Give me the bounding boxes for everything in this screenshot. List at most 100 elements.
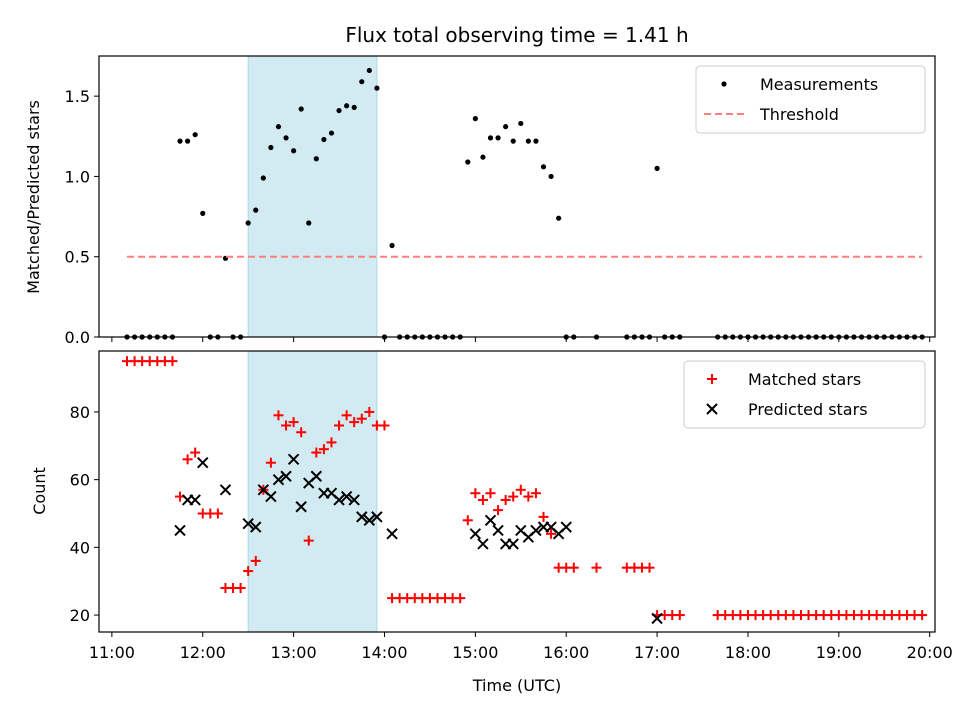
data-point — [268, 144, 274, 151]
data-point — [654, 165, 660, 171]
y-tick-label: 1.5 — [65, 87, 90, 106]
data-point — [341, 410, 352, 421]
data-point — [283, 135, 289, 141]
data-point — [500, 494, 511, 505]
data-point — [281, 420, 292, 431]
x-tick-label: 20:00 — [907, 643, 953, 662]
data-point — [351, 104, 357, 110]
data-point — [212, 508, 223, 519]
data-point — [296, 427, 307, 438]
legend-item: Matched stars — [707, 370, 861, 389]
y-tick-label: 1.0 — [65, 167, 90, 186]
data-point — [470, 488, 481, 499]
data-point — [242, 517, 254, 530]
data-point — [306, 220, 312, 226]
x-tick-label: 18:00 — [725, 643, 771, 662]
y-tick-label: 60 — [70, 471, 90, 490]
plot-frame — [98, 350, 936, 633]
series-matched-stars — [122, 356, 928, 621]
data-point — [374, 85, 380, 91]
data-point — [348, 494, 360, 506]
data-point — [455, 593, 466, 604]
data-point — [336, 107, 342, 114]
data-point — [462, 515, 473, 526]
y-tick-label: 0.5 — [65, 248, 90, 267]
data-point — [538, 511, 549, 522]
data-point — [503, 124, 509, 130]
data-point — [250, 555, 261, 566]
y-tick-label: 20 — [70, 606, 90, 625]
data-point — [280, 470, 292, 482]
data-point — [366, 67, 372, 74]
data-point — [184, 138, 191, 144]
x-axis-label: Time (UTC) — [472, 676, 561, 695]
data-point — [190, 447, 201, 458]
data-point — [548, 173, 554, 180]
data-point — [510, 138, 516, 144]
data-point — [591, 562, 602, 573]
data-point — [273, 410, 284, 421]
data-point — [651, 612, 663, 625]
data-point — [487, 135, 494, 141]
data-point — [523, 491, 534, 502]
data-point — [495, 135, 501, 141]
data-point — [493, 505, 504, 516]
legend-label: Predicted stars — [748, 400, 868, 419]
data-point — [485, 488, 496, 499]
data-point — [287, 453, 300, 466]
data-point — [275, 124, 282, 130]
data-point — [477, 538, 489, 550]
data-point — [265, 457, 276, 468]
legend-item: Measurements — [721, 75, 878, 94]
x-tick-label: 13:00 — [271, 643, 317, 662]
data-point — [192, 132, 198, 138]
data-point — [546, 528, 557, 539]
data-point — [349, 417, 360, 428]
data-point — [235, 582, 246, 593]
data-point — [359, 79, 365, 85]
data-point — [272, 473, 285, 486]
data-point — [508, 491, 519, 502]
data-point — [530, 524, 542, 537]
data-point — [364, 406, 375, 417]
data-point — [480, 154, 486, 160]
data-point — [560, 521, 572, 533]
x-tick-label: 14:00 — [361, 643, 407, 662]
top-y-axis-label: Matched/Predicted stars — [24, 100, 43, 294]
data-point — [917, 610, 928, 621]
data-point — [540, 164, 547, 170]
x-tick-label: 16:00 — [543, 643, 589, 662]
legend-item: Predicted stars — [706, 400, 868, 419]
y-tick-label: 0.0 — [65, 328, 90, 347]
data-point — [472, 116, 478, 122]
data-point — [245, 220, 251, 226]
series-predicted-stars — [174, 453, 663, 625]
y-tick-label: 40 — [70, 538, 90, 557]
data-point — [674, 610, 685, 621]
data-point — [200, 210, 206, 216]
data-point — [386, 528, 398, 540]
data-point — [303, 535, 314, 546]
data-point — [515, 484, 526, 495]
data-point — [167, 356, 178, 367]
data-point — [298, 106, 304, 112]
data-point — [174, 524, 186, 537]
legend-label: Matched stars — [748, 370, 861, 389]
data-point — [492, 524, 504, 537]
data-point — [295, 501, 307, 513]
data-point — [389, 242, 395, 249]
x-tick-label: 11:00 — [89, 643, 135, 662]
data-point — [333, 494, 345, 506]
data-point — [469, 528, 482, 540]
data-point — [363, 514, 376, 526]
data-point — [356, 413, 367, 424]
data-point — [318, 444, 329, 455]
data-point — [525, 138, 531, 144]
bottom-y-axis-label: Count — [30, 467, 49, 515]
data-point — [465, 159, 471, 165]
data-point — [328, 130, 335, 136]
data-point — [310, 470, 323, 482]
legend-item: Threshold — [704, 105, 839, 124]
data-point — [344, 103, 350, 109]
